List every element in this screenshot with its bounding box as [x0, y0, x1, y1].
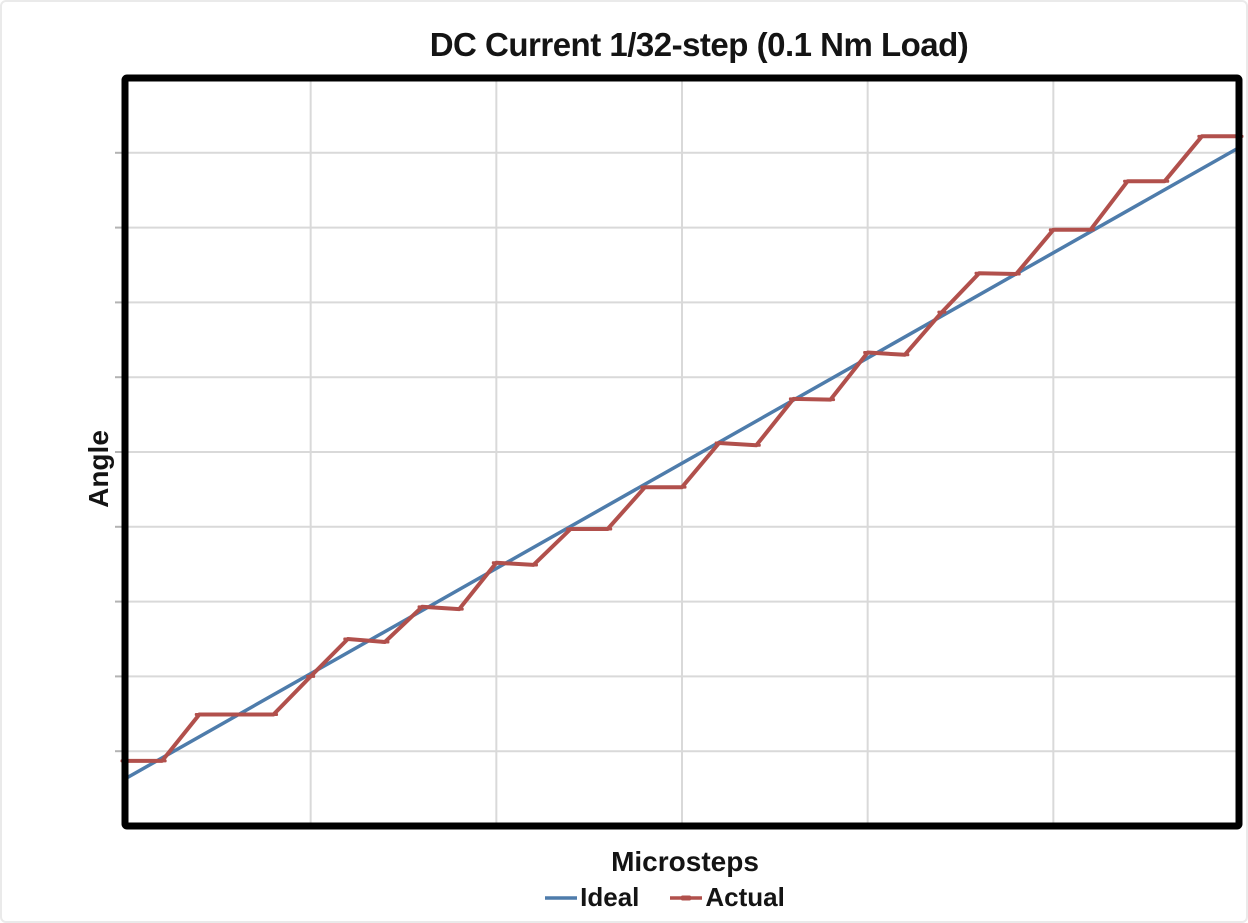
- y-axis-label: Angle: [83, 430, 114, 508]
- actual-line: [120, 134, 1244, 763]
- plot-border: [121, 74, 1243, 830]
- y-axis-ticks: [115, 151, 122, 753]
- actual-line-key-icon: [669, 891, 703, 905]
- x-axis-label: Microsteps: [611, 846, 759, 877]
- legend-label-ideal: Ideal: [580, 882, 640, 912]
- legend-item-ideal: Ideal: [544, 882, 639, 913]
- ideal-line-key-icon: [544, 891, 578, 905]
- gridlines: [125, 78, 1239, 826]
- chart-title: DC Current 1/32-step (0.1 Nm Load): [429, 26, 969, 63]
- legend-label-actual: Actual: [705, 882, 785, 912]
- chart-legend: Ideal Actual: [128, 882, 1201, 913]
- legend-item-actual: Actual: [669, 882, 785, 913]
